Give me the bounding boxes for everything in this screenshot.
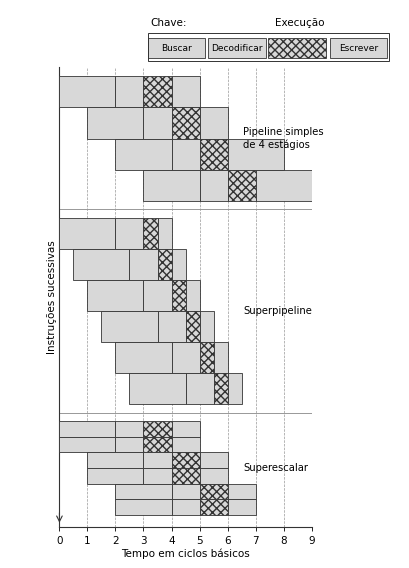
Text: Execução: Execução [275, 18, 324, 28]
Bar [87, 280, 143, 311]
Bar [157, 311, 185, 342]
Bar [207, 37, 265, 59]
Text: Superescalar: Superescalar [243, 463, 307, 473]
Bar [129, 249, 157, 280]
Bar [147, 34, 388, 61]
Bar [171, 421, 199, 437]
Bar [115, 218, 143, 249]
Bar [143, 437, 171, 453]
Bar [171, 342, 199, 373]
Bar [199, 468, 227, 483]
Y-axis label: Instruções sucessivas: Instruções sucessivas [47, 240, 56, 354]
Text: Escrever: Escrever [338, 44, 377, 52]
Bar [171, 499, 199, 515]
X-axis label: Tempo em ciclos básicos: Tempo em ciclos básicos [121, 549, 249, 559]
Bar [255, 170, 311, 201]
Bar [171, 468, 199, 483]
Text: Superpipeline: Superpipeline [243, 306, 311, 316]
Bar [157, 249, 171, 280]
Bar [101, 311, 157, 342]
Bar [185, 373, 213, 404]
Bar [87, 107, 143, 139]
Bar [199, 499, 227, 515]
Bar [329, 37, 387, 59]
Bar [143, 76, 171, 107]
Bar [199, 170, 227, 201]
Bar [59, 421, 115, 437]
Bar [115, 342, 171, 373]
Bar [115, 483, 171, 499]
Bar [143, 453, 171, 468]
Bar [59, 76, 115, 107]
Bar [59, 218, 115, 249]
Text: Buscar: Buscar [161, 44, 191, 52]
Bar [115, 76, 143, 107]
Bar [199, 342, 213, 373]
Text: Pipeline simples
de 4 estágios: Pipeline simples de 4 estágios [243, 127, 323, 151]
Bar [227, 139, 283, 170]
Bar [171, 453, 199, 468]
Bar [143, 280, 171, 311]
Bar [143, 421, 171, 437]
Bar [227, 483, 255, 499]
Bar [171, 139, 199, 170]
Bar [199, 311, 213, 342]
Bar [59, 437, 115, 453]
Bar [267, 37, 325, 59]
Bar [199, 107, 227, 139]
Bar [87, 468, 143, 483]
Bar [115, 499, 171, 515]
Bar [157, 218, 171, 249]
Bar [171, 107, 199, 139]
Bar [213, 373, 227, 404]
Bar [227, 373, 241, 404]
Bar [115, 437, 143, 453]
Bar [115, 139, 171, 170]
Bar [115, 421, 143, 437]
Bar [171, 76, 199, 107]
Bar [185, 311, 199, 342]
Bar [143, 170, 199, 201]
Bar [171, 437, 199, 453]
Bar [87, 453, 143, 468]
Bar [171, 483, 199, 499]
Bar [147, 37, 205, 59]
Bar [143, 468, 171, 483]
Bar [171, 249, 185, 280]
Bar [171, 280, 185, 311]
Bar [143, 107, 171, 139]
Bar [213, 342, 227, 373]
Bar [199, 139, 227, 170]
Bar [185, 280, 199, 311]
Bar [227, 499, 255, 515]
Bar [227, 170, 255, 201]
Text: Chave:: Chave: [150, 18, 186, 28]
Bar [199, 453, 227, 468]
Bar [199, 483, 227, 499]
Bar [73, 249, 129, 280]
Text: Decodificar: Decodificar [211, 44, 262, 52]
Bar [143, 218, 157, 249]
Bar [129, 373, 185, 404]
